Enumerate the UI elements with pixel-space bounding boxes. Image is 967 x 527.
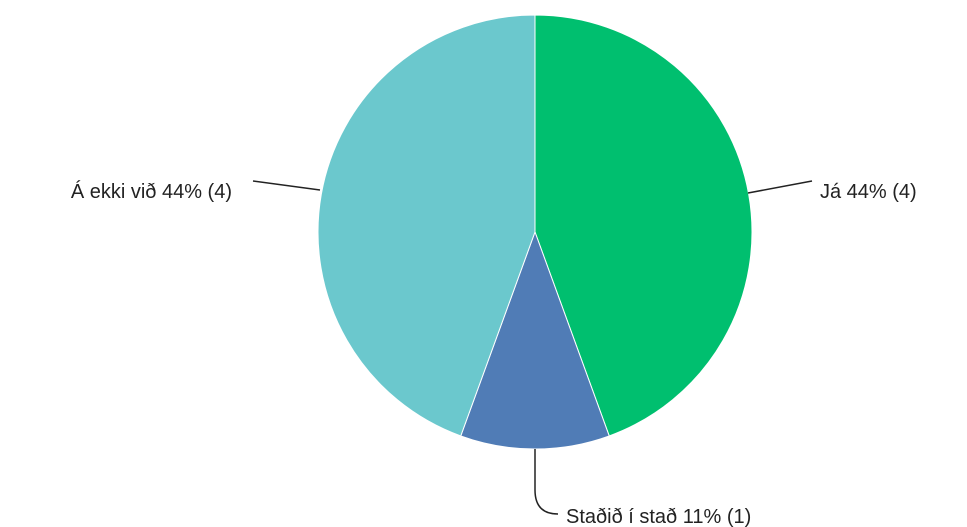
leader-lines [252, 180, 813, 515]
slice-labels: Já 44% (4) Staðið í stað 11% (1) Á ekki vi… [71, 180, 917, 527]
leader-line-stadid-i-stad [534, 449, 559, 515]
slice-label-stadid-i-stad: Staðið í stað 11% (1) [566, 506, 751, 527]
leader-line-ja [747, 180, 813, 194]
slice-label-a-ekki-vid: Á ekki við 44% (4) [71, 180, 232, 203]
slice-label-ja: Já 44% (4) [820, 181, 917, 203]
pie-slices [317, 14, 753, 450]
pie-slice-a-ekki-vid [317, 14, 536, 437]
pie-slice-stadid-i-stad [460, 230, 610, 450]
leader-line-a-ekki-vid [252, 180, 321, 191]
pie-slice-ja [534, 14, 753, 437]
